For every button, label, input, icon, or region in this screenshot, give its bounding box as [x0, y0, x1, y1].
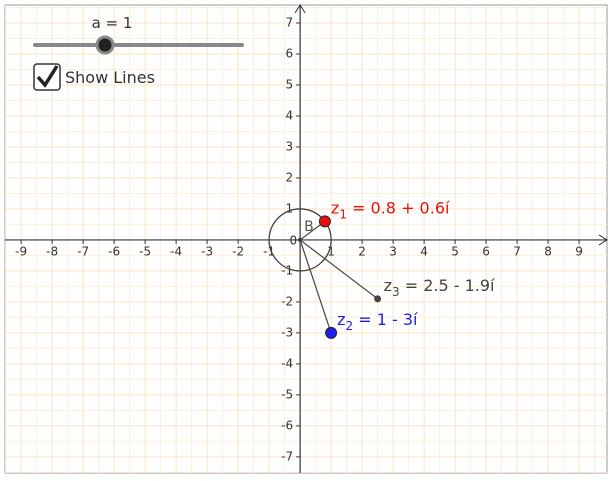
x-tick-label: 6 [482, 244, 490, 258]
checkbox[interactable]: Show Lines [33, 63, 155, 91]
point-name: z [384, 276, 392, 295]
point-label: z3 = 2.5 - 1.9í [384, 276, 495, 299]
axes: -9-8-7-6-5-4-3-2-10123456789-7-6-5-4-3-2… [5, 4, 608, 473]
y-tick-label: 5 [285, 77, 293, 91]
point-subscript: 2 [346, 319, 354, 333]
point-label: z1 = 0.8 + 0.6í [331, 198, 450, 221]
slider-knob[interactable] [95, 35, 115, 55]
x-tick-label: -1 [263, 244, 275, 258]
point-value: = 2.5 - 1.9í [400, 276, 495, 295]
x-arrow [598, 234, 608, 246]
slider[interactable]: a = 1 [33, 14, 244, 55]
y-tick-label: -7 [281, 449, 293, 463]
point-name: z [337, 310, 345, 329]
point-name: z [331, 198, 339, 217]
x-tick-label: -9 [15, 244, 27, 258]
x-tick-label: -4 [170, 244, 182, 258]
checkbox-label[interactable]: Show Lines [65, 68, 155, 87]
y-tick-label: 2 [285, 170, 293, 184]
x-tick-label: -6 [108, 244, 120, 258]
y-tick-label: 4 [285, 108, 293, 122]
x-tick-label: -2 [232, 244, 244, 258]
x-tick-label: 4 [420, 244, 428, 258]
y-tick-label: -1 [281, 263, 293, 277]
x-tick-label: -3 [201, 244, 213, 258]
x-tick-label: 3 [389, 244, 397, 258]
x-tick-label: -5 [139, 244, 151, 258]
x-tick-label: -7 [77, 244, 89, 258]
grid [5, 5, 607, 473]
point [325, 326, 338, 339]
y-tick-label: -3 [281, 325, 293, 339]
point [318, 215, 331, 228]
y-tick-label: -2 [281, 294, 293, 308]
point-label: z2 = 1 - 3í [337, 310, 418, 333]
unit-circle [268, 208, 332, 272]
x-tick-label: -8 [46, 244, 58, 258]
slider-label: a = 1 [92, 14, 133, 32]
y-tick-label: -5 [281, 387, 293, 401]
y-tick-label: -4 [281, 356, 293, 370]
point-subscript: 1 [339, 207, 347, 221]
x-tick-label: 9 [575, 244, 583, 258]
point [374, 295, 382, 303]
x-tick-label: 7 [513, 244, 521, 258]
x-tick-label: 5 [451, 244, 459, 258]
point-value: = 1 - 3í [353, 310, 418, 329]
y-tick-label: 7 [285, 15, 293, 29]
y-tick-label: 1 [285, 201, 293, 215]
point-value: = 0.8 + 0.6í [347, 198, 450, 217]
y-tick-label: 3 [285, 139, 293, 153]
y-tick-label: -6 [281, 418, 293, 432]
y-arrow [294, 4, 306, 14]
vector-line [299, 239, 378, 300]
circle-label: B [304, 219, 314, 235]
x-tick-label: 8 [544, 244, 552, 258]
vector-line [299, 239, 332, 334]
x-tick-label: 1 [327, 244, 335, 258]
y-tick-label: 6 [285, 46, 293, 60]
x-tick-label: 2 [358, 244, 366, 258]
checkbox-check [36, 65, 59, 88]
point-subscript: 3 [392, 285, 400, 299]
